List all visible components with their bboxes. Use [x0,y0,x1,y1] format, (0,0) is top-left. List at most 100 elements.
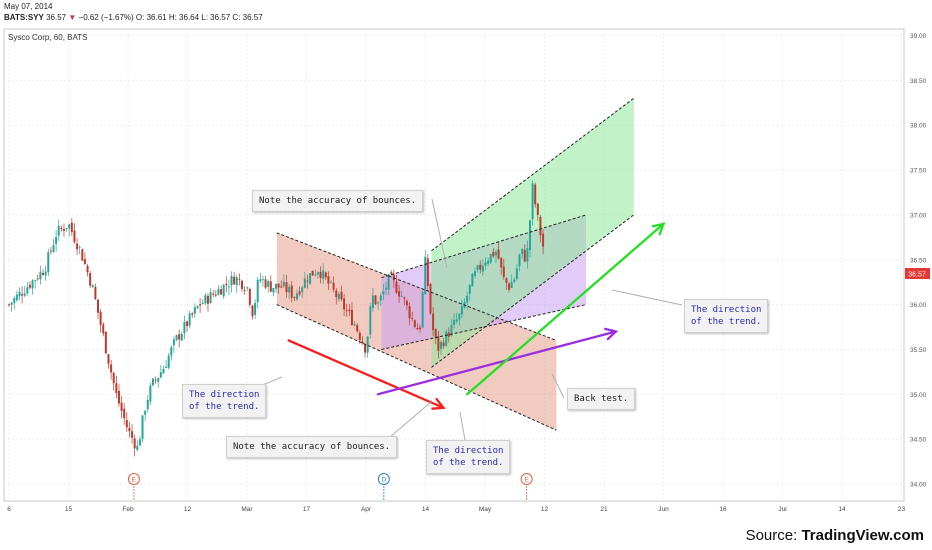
candle-body [439,341,442,349]
trend-arrowhead-violet [604,327,619,341]
y-tick-label: 35.50 [910,347,927,354]
last-price-label: 36.57 [908,272,926,279]
y-tick-label: 39.00 [910,33,927,40]
candle-body [340,291,343,300]
candle-body [65,228,68,230]
candle-body [267,281,270,287]
candle-body [387,274,390,290]
candle-body [146,399,149,410]
candle-body [18,291,21,297]
candle-body [413,320,416,327]
candle-body [442,342,445,347]
candle-body [21,293,24,296]
candle-body [254,303,257,315]
x-tick-label: Jun [658,506,669,513]
candle-body [379,295,382,301]
candle-body [371,295,374,309]
candle-body [303,278,306,288]
candle-body [193,307,196,314]
y-tick-label: 36.00 [910,302,927,309]
candle-body [526,248,529,262]
candle-body [251,305,254,317]
candle-body [97,299,100,313]
candle-body [31,280,34,289]
candle-body [416,327,419,330]
candle-body [361,341,364,344]
candle-body [227,286,230,288]
candle-body [259,279,262,282]
candle-body [306,280,309,282]
candle-body [434,329,437,339]
candle-body [261,279,264,281]
candle-body [39,271,42,280]
candle-body [151,378,154,386]
candle-body [450,324,453,336]
candle-body [120,402,123,411]
candle-body [285,282,288,293]
y-tick-label: 34.00 [910,482,927,489]
candle-body [136,445,139,450]
candle-body [91,285,94,288]
candle-body [494,251,497,256]
callout-connector [431,198,448,269]
candle-body [26,287,29,294]
candle-body [301,287,304,293]
candle-body [73,230,76,243]
candle-body [521,248,524,254]
candle-body [374,295,377,305]
candle-body [180,333,183,341]
candle-body [42,272,45,275]
candle-body [474,271,477,277]
candles [8,180,545,457]
candle-body [157,377,160,382]
candle-body [489,253,492,263]
candle-body [429,283,432,314]
candle-body [508,283,511,290]
y-tick-label: 38.50 [910,78,927,85]
candle-body [264,279,267,288]
y-tick-label: 38.00 [910,123,927,130]
candle-body [86,265,89,273]
candle-body [350,309,353,326]
candle-body [94,287,97,300]
x-tick-label: 17 [303,506,311,513]
header-date: May 07, 2014 [4,2,53,11]
channel-green-lower-line [431,214,635,368]
candle-body [384,287,387,290]
candle-body [230,276,233,286]
candle-body [343,298,346,310]
candle-body [298,291,301,295]
candle-body [502,266,505,277]
candle-body [479,264,482,270]
candle-body [421,292,424,328]
candle-body [390,272,393,274]
candle-body [316,272,319,275]
callout-connector [611,289,683,306]
x-tick-label: Mar [241,506,253,513]
candle-body [280,286,283,288]
candle-body [83,259,86,264]
candle-body [241,280,244,290]
candle-body [55,237,58,244]
x-axis: 615Feb12Mar17Apr14May1221Jun16Jul1423Au [7,506,905,513]
candle-body [332,282,335,290]
candle-body [539,216,542,236]
candle-body [199,304,202,306]
y-axis: 34.00 34.50 35.00 35.50 36.00 36.50 37.00 37.50… [910,33,927,489]
candle-body [523,249,526,262]
candle-body [358,332,361,340]
candle-body [510,282,513,288]
candle-body [212,293,215,295]
event-marker-circle [377,473,390,485]
candle-body [314,274,317,276]
x-tick-label: Feb [122,506,134,513]
candle-body [170,347,173,356]
trend-arrow-green [465,222,665,396]
channel-lines [276,97,635,431]
source-brand: TradingView.com [801,527,924,544]
candle-body [382,291,385,295]
candle-body [214,294,217,296]
candle-body [144,411,147,415]
candle-body [201,302,204,304]
